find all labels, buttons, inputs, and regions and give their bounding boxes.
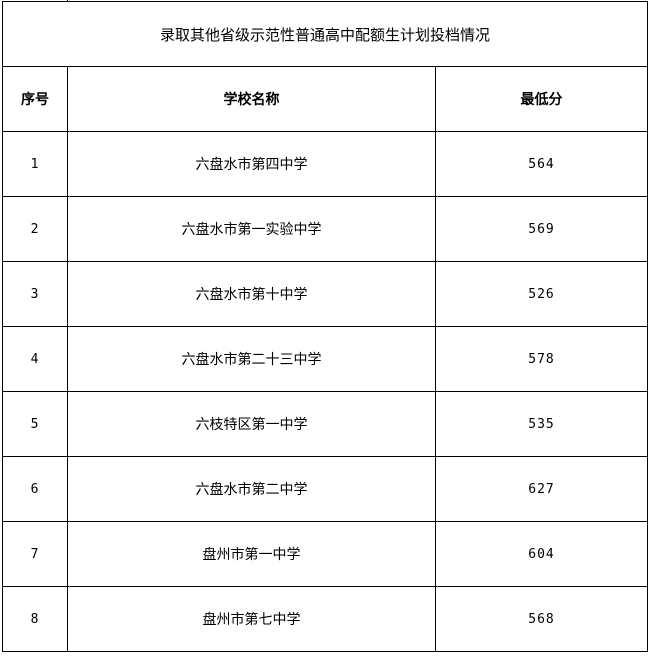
- school-cell: 六盘水市第十中学: [67, 261, 436, 327]
- school-cell: 盘州市第一中学: [67, 521, 436, 587]
- index-cell: 1: [2, 131, 68, 197]
- index-cell: 3: [2, 261, 68, 327]
- score-cell: 564: [434, 131, 649, 197]
- score-cell: 526: [434, 261, 649, 327]
- index-cell: 6: [2, 456, 68, 522]
- score-cell: 627: [434, 456, 649, 522]
- index-cell: 8: [2, 586, 68, 652]
- header-min-score: 最低分: [434, 66, 649, 132]
- score-cell: 604: [434, 521, 649, 587]
- score-cell: 568: [434, 586, 649, 652]
- table-row: 3 六盘水市第十中学 526: [2, 261, 649, 327]
- school-cell: 六枝特区第一中学: [67, 391, 436, 457]
- score-cell: 578: [434, 326, 649, 392]
- school-cell: 盘州市第七中学: [67, 586, 436, 652]
- index-cell: 2: [2, 196, 68, 262]
- table-row: 6 六盘水市第二中学 627: [2, 456, 649, 522]
- table-row: 4 六盘水市第二十三中学 578: [2, 326, 649, 392]
- title-row: 录取其他省级示范性普通高中配额生计划投档情况: [1, 1, 649, 67]
- score-cell: 535: [434, 391, 649, 457]
- index-cell: 5: [2, 391, 68, 457]
- admission-table: 录取其他省级示范性普通高中配额生计划投档情况 序号 学校名称 最低分 1 六盘水市…: [1, 1, 649, 652]
- school-cell: 六盘水市第四中学: [67, 131, 436, 197]
- school-cell: 六盘水市第二中学: [67, 456, 436, 522]
- school-cell: 六盘水市第二十三中学: [67, 326, 436, 392]
- index-cell: 4: [2, 326, 68, 392]
- index-cell: 7: [2, 521, 68, 587]
- table-row: 7 盘州市第一中学 604: [2, 521, 649, 587]
- school-cell: 六盘水市第一实验中学: [67, 196, 436, 262]
- header-school: 学校名称: [67, 66, 436, 132]
- header-index: 序号: [2, 66, 68, 132]
- table-row: 1 六盘水市第四中学 564: [2, 131, 649, 197]
- table-row: 5 六枝特区第一中学 535: [2, 391, 649, 457]
- table-row: 2 六盘水市第一实验中学 569: [2, 196, 649, 262]
- header-row: 序号 学校名称 最低分: [2, 66, 649, 132]
- score-cell: 569: [434, 196, 649, 262]
- table-row: 8 盘州市第七中学 568: [2, 586, 649, 652]
- table-title: 录取其他省级示范性普通高中配额生计划投档情况: [1, 1, 649, 67]
